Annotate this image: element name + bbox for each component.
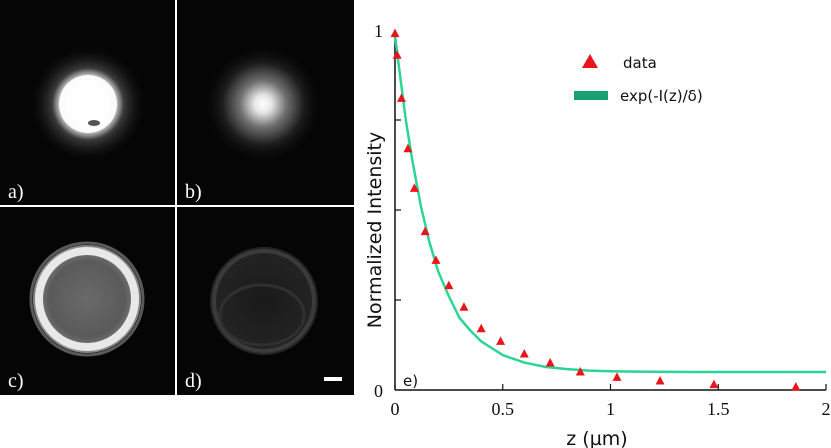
- data-point: [459, 302, 469, 311]
- image-panel-c: c): [0, 207, 175, 395]
- data-point: [403, 143, 413, 153]
- x-tick-label: 0.5: [492, 399, 515, 419]
- panel-label-a: a): [8, 181, 24, 203]
- chart-panel-label: e): [403, 372, 418, 390]
- data-point: [519, 349, 529, 358]
- y-ticks: 01: [374, 21, 401, 401]
- panel-label-c: c): [8, 370, 24, 392]
- data-point: [409, 183, 419, 192]
- data-point: [431, 255, 441, 264]
- panel-label-d: d): [185, 370, 202, 392]
- legend: data exp(-I(z)/δ): [574, 54, 703, 105]
- y-tick-label: 0: [374, 381, 383, 401]
- legend-fit-label: exp(-I(z)/δ): [620, 87, 703, 105]
- data-point: [392, 50, 402, 59]
- x-tick-label: 2: [822, 399, 831, 419]
- y-axis-label: Normalized Intensity: [364, 132, 386, 329]
- y-tick-label: 1: [374, 21, 383, 41]
- data-point: [655, 376, 665, 385]
- x-ticks: 0 0.5 1 1.5 2: [391, 384, 831, 419]
- image-panel-a: a): [0, 0, 175, 205]
- legend-data-label: data: [623, 54, 657, 72]
- data-point: [575, 367, 585, 376]
- data-points: [390, 28, 801, 391]
- intensity-chart: 0 0.5 1 1.5 2 01 e) Normalized Intensity z (…: [364, 21, 831, 448]
- data-point: [791, 382, 801, 391]
- x-axis-label: z (µm): [566, 428, 627, 448]
- legend-fit-swatch: [574, 91, 608, 100]
- panel-label-b: b): [185, 181, 202, 203]
- x-tick-label: 1: [606, 399, 615, 419]
- x-tick-label: 1.5: [707, 399, 730, 419]
- data-point: [476, 323, 486, 333]
- scale-bar: [324, 377, 342, 381]
- image-panel-d: d): [177, 207, 354, 395]
- data-point: [444, 280, 454, 290]
- fit-curve: [393, 35, 826, 374]
- data-point: [420, 226, 430, 236]
- data-point: [396, 93, 406, 102]
- x-tick-label: 0: [391, 399, 400, 419]
- data-point: [390, 28, 400, 38]
- image-panel-b: b): [177, 0, 354, 205]
- data-point: [496, 336, 506, 345]
- data-point: [612, 372, 622, 381]
- data-point: [709, 379, 719, 389]
- data-point: [545, 358, 555, 367]
- legend-data-marker: [582, 54, 598, 68]
